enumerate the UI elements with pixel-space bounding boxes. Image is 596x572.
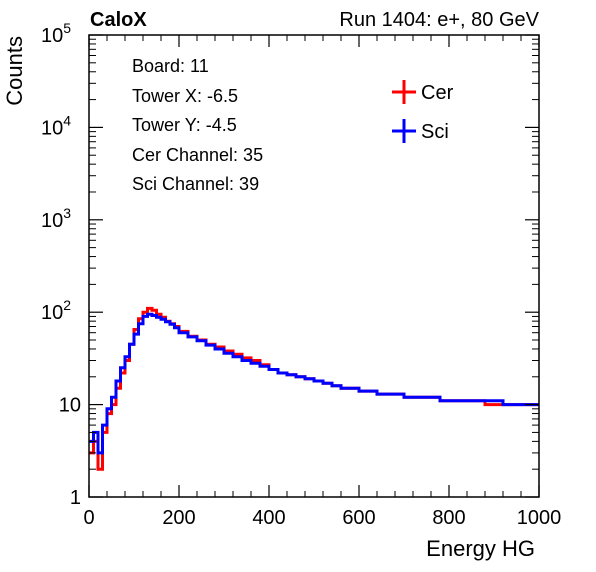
y-tick-label: 1 [70,487,81,509]
x-tick-label: 1000 [517,507,562,529]
x-axis-label: Energy HG [426,536,535,561]
brand-title: CaloX [90,9,147,31]
x-tick-label: 800 [432,507,465,529]
series-sci-line [89,312,539,455]
cer-channel-label: Cer Channel: 35 [132,144,264,165]
x-tick-label: 200 [162,507,195,529]
legend: Cer Sci [392,80,454,143]
y-tick-label: 10 [59,395,81,417]
y-axis-label: Counts [2,36,27,106]
sci-channel-label: Sci Channel: 39 [132,174,260,194]
legend-entry-cer: Cer [392,80,454,104]
run-label: Run 1404: e+, 80 GeV [339,9,539,31]
channel-info-box: Board: 11 Tower X: -6.5 Tower Y: -4.5 Ce… [132,52,263,200]
legend-label: Cer [421,82,454,104]
tower-x-label: Tower X: -6.5 [132,85,239,106]
legend-label: Sci [421,121,449,143]
tower-y-label: Tower Y: -4.5 [132,115,237,135]
x-tick-label: 400 [252,507,285,529]
x-tick-label: 0 [83,507,94,529]
legend-entry-sci: Sci [392,119,449,143]
series-layer [89,306,539,471]
y-tick-label: 103 [41,205,71,232]
plot-frame [88,34,540,498]
x-tick-label: 600 [342,507,375,529]
board-label: Board: 11 [132,56,209,76]
